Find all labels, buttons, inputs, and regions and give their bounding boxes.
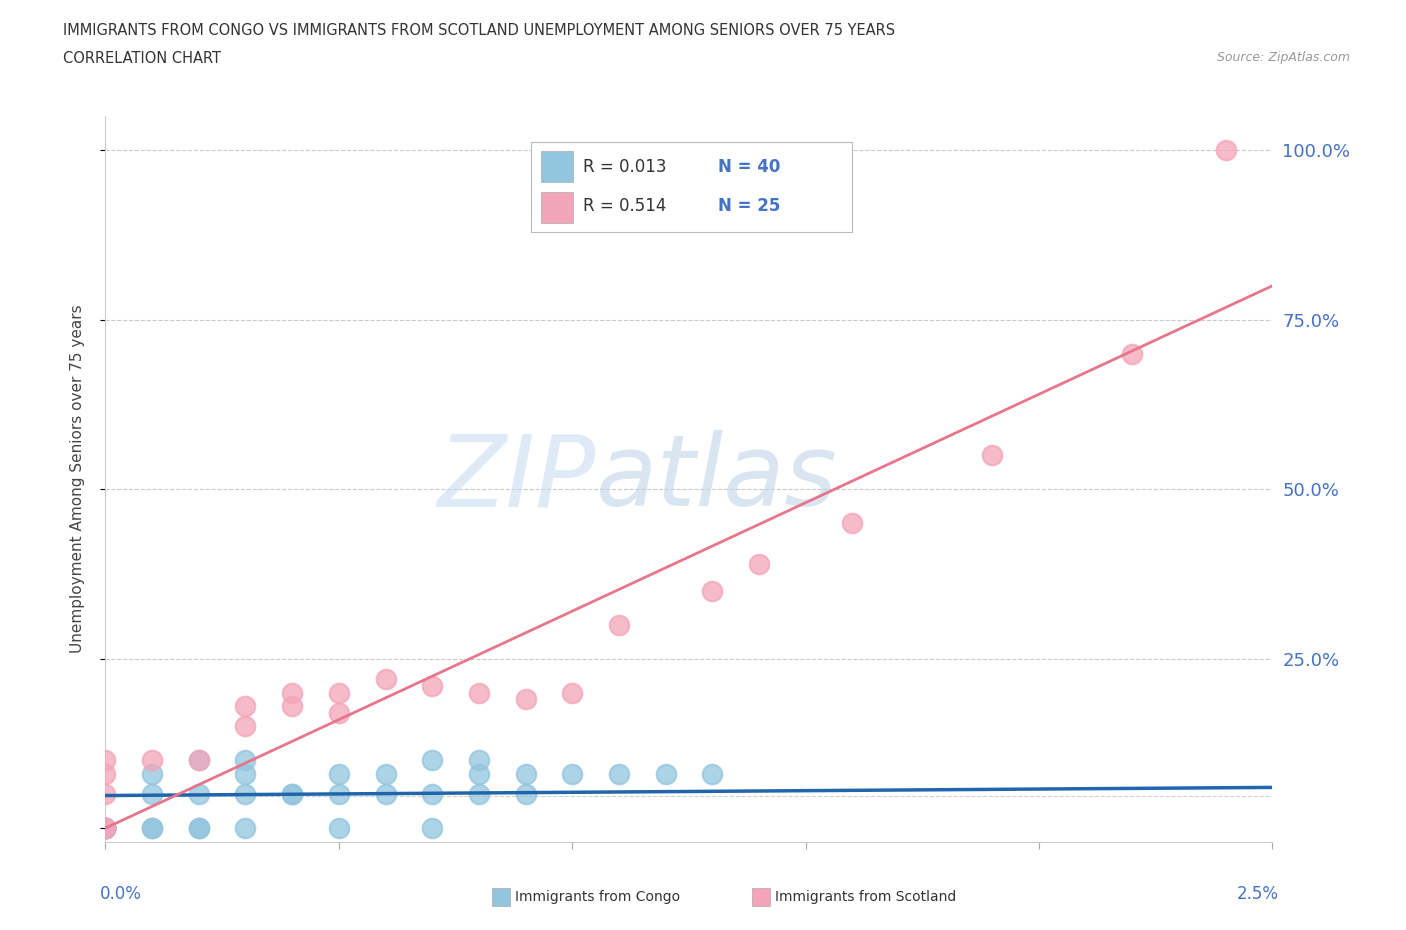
Point [94, 820, 117, 835]
Point [702, 766, 724, 781]
Point [328, 820, 350, 835]
Text: 2.5%: 2.5% [1236, 885, 1278, 903]
Text: ZIP: ZIP [437, 431, 596, 527]
Point [561, 766, 583, 781]
Point [420, 787, 443, 802]
Point [94, 820, 117, 835]
Point [981, 447, 1004, 462]
Point [702, 583, 724, 598]
Point [94, 820, 117, 835]
Point [187, 820, 209, 835]
Text: Source: ZipAtlas.com: Source: ZipAtlas.com [1216, 51, 1350, 64]
Point [374, 766, 396, 781]
Point [515, 787, 537, 802]
Point [748, 556, 770, 571]
Point [281, 787, 304, 802]
Point [561, 685, 583, 700]
Point [94, 753, 117, 768]
Point [141, 820, 163, 835]
Point [328, 787, 350, 802]
Point [235, 753, 257, 768]
Text: Immigrants from Scotland: Immigrants from Scotland [775, 890, 956, 905]
Point [141, 820, 163, 835]
Point [141, 766, 163, 781]
Point [141, 787, 163, 802]
Point [187, 753, 209, 768]
Point [468, 766, 491, 781]
Text: Immigrants from Congo: Immigrants from Congo [515, 890, 679, 905]
Text: CORRELATION CHART: CORRELATION CHART [63, 51, 221, 66]
Point [281, 698, 304, 713]
Point [94, 820, 117, 835]
Point [235, 820, 257, 835]
Point [328, 766, 350, 781]
Point [235, 719, 257, 734]
Point [94, 820, 117, 835]
Text: 0.0%: 0.0% [100, 885, 142, 903]
Point [1121, 346, 1143, 361]
Point [141, 753, 163, 768]
Point [94, 766, 117, 781]
Point [187, 820, 209, 835]
Point [607, 618, 630, 632]
Point [515, 692, 537, 707]
Point [328, 685, 350, 700]
Text: atlas: atlas [596, 431, 837, 527]
Point [420, 753, 443, 768]
Point [841, 515, 863, 530]
Point [94, 820, 117, 835]
Point [94, 820, 117, 835]
Point [235, 766, 257, 781]
Point [515, 766, 537, 781]
Point [374, 787, 396, 802]
Point [607, 766, 630, 781]
Point [94, 820, 117, 835]
Point [468, 685, 491, 700]
Point [94, 820, 117, 835]
Point [468, 753, 491, 768]
Point [94, 787, 117, 802]
Point [420, 678, 443, 693]
Point [420, 820, 443, 835]
Point [468, 787, 491, 802]
Point [281, 787, 304, 802]
Point [235, 787, 257, 802]
Point [281, 685, 304, 700]
Point [235, 698, 257, 713]
Point [187, 753, 209, 768]
Y-axis label: Unemployment Among Seniors over 75 years: Unemployment Among Seniors over 75 years [70, 305, 84, 653]
Point [1215, 142, 1237, 157]
Point [654, 766, 676, 781]
Text: IMMIGRANTS FROM CONGO VS IMMIGRANTS FROM SCOTLAND UNEMPLOYMENT AMONG SENIORS OVE: IMMIGRANTS FROM CONGO VS IMMIGRANTS FROM… [63, 23, 896, 38]
Point [94, 820, 117, 835]
Point [328, 705, 350, 720]
Point [94, 820, 117, 835]
Point [187, 787, 209, 802]
Point [374, 671, 396, 686]
